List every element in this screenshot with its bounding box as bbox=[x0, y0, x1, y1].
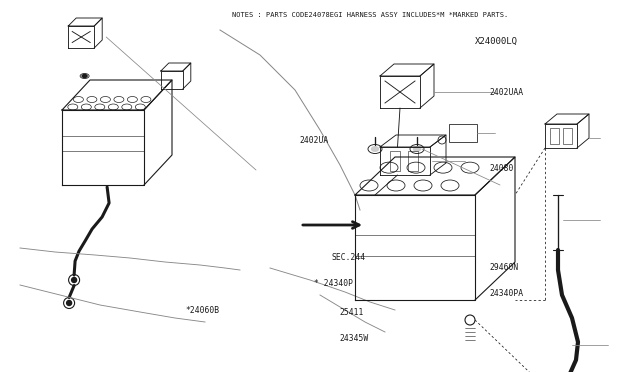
Text: 2402UA: 2402UA bbox=[300, 136, 329, 145]
Bar bbox=[408, 151, 418, 171]
Text: 25411: 25411 bbox=[339, 308, 364, 317]
Text: *24060B: *24060B bbox=[186, 306, 220, 315]
Text: 24345W: 24345W bbox=[339, 334, 369, 343]
Text: 24080: 24080 bbox=[490, 164, 514, 173]
Bar bbox=[390, 151, 400, 171]
Ellipse shape bbox=[82, 74, 87, 77]
Text: X24000LQ: X24000LQ bbox=[475, 37, 518, 46]
Text: * 24340P: * 24340P bbox=[314, 279, 353, 288]
Text: 2402UAA: 2402UAA bbox=[490, 88, 524, 97]
Ellipse shape bbox=[371, 147, 378, 151]
Ellipse shape bbox=[413, 147, 420, 151]
Text: 29460N: 29460N bbox=[490, 263, 519, 272]
Text: 24340PA: 24340PA bbox=[490, 289, 524, 298]
Circle shape bbox=[67, 301, 72, 305]
Bar bbox=[550, 128, 559, 144]
Circle shape bbox=[72, 278, 77, 282]
Text: SEC.244: SEC.244 bbox=[332, 253, 365, 262]
Bar bbox=[563, 128, 572, 144]
Bar bbox=[449, 124, 477, 142]
Text: NOTES : PARTS CODE24078EGI HARNESS ASSY INCLUDES*M *MARKED PARTS.: NOTES : PARTS CODE24078EGI HARNESS ASSY … bbox=[232, 12, 508, 18]
